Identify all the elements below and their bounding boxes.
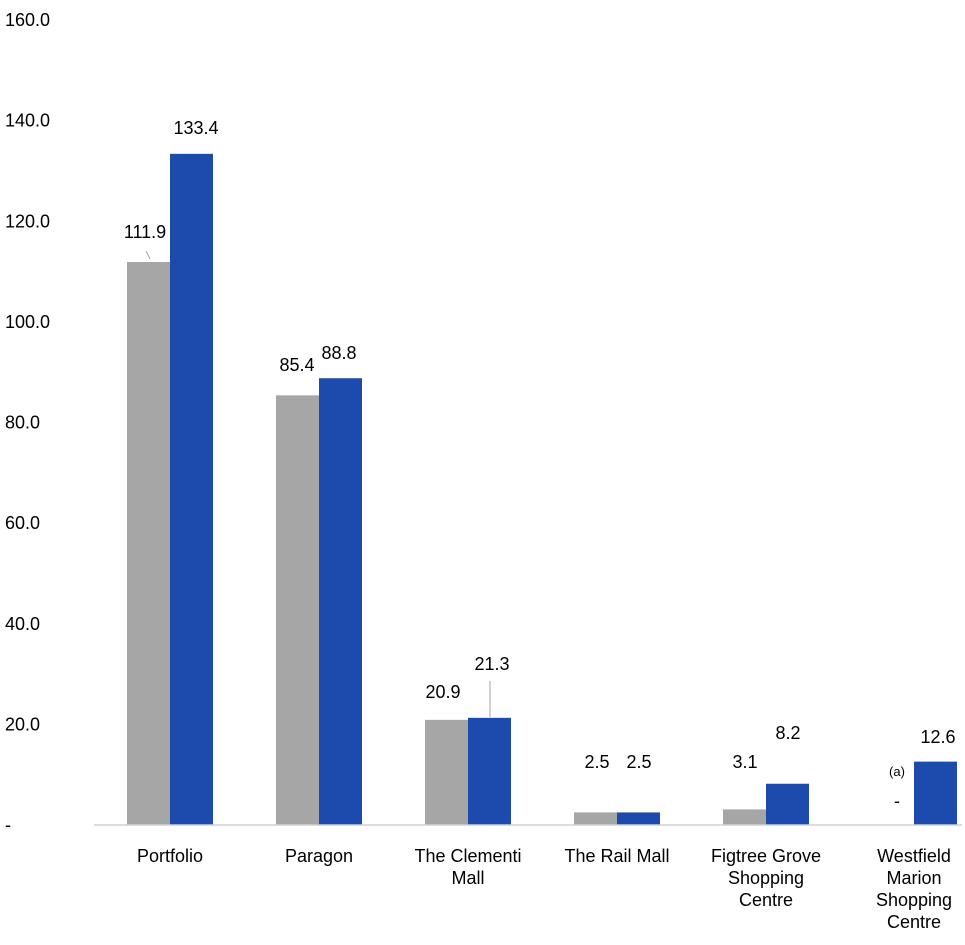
- data-label: 111.9: [124, 222, 166, 242]
- data-label: 2.5: [626, 752, 651, 772]
- leader-line: [145, 250, 151, 260]
- data-label: 21.3: [474, 654, 509, 674]
- data-label: 88.8: [321, 343, 356, 363]
- data-label: 2.5: [584, 752, 609, 772]
- y-tick-label: 160.0: [5, 10, 50, 30]
- bar: [468, 717, 511, 825]
- data-label: 12.6: [920, 727, 955, 747]
- y-tick-label: 40.0: [5, 614, 40, 634]
- bar: [574, 812, 617, 825]
- y-tick-label: 80.0: [5, 413, 40, 433]
- category-label: The Rail Mall: [564, 846, 669, 866]
- bar: [425, 719, 468, 825]
- bar: [766, 783, 809, 825]
- category-label: The Clementi Mall: [414, 846, 521, 888]
- y-tick-label: 140.0: [5, 111, 50, 131]
- data-label: 3.1: [732, 752, 757, 772]
- y-tick-label: 100.0: [5, 312, 50, 332]
- category-labels: Portfolio Paragon The Clementi Mall The Rail…: [137, 846, 952, 932]
- category-label: Paragon: [285, 846, 353, 866]
- data-label: -: [894, 791, 900, 811]
- bar: [127, 262, 170, 825]
- bar: [170, 153, 213, 826]
- data-label: 20.9: [425, 682, 460, 702]
- category-label: Portfolio: [137, 846, 203, 866]
- data-label: 8.2: [775, 723, 800, 743]
- category-label: Westfield Marion Shopping Centre: [876, 846, 952, 932]
- footnote-marker: (a): [889, 764, 905, 779]
- bar: [723, 809, 766, 825]
- y-axis: - 20.0 40.0 60.0 80.0 100.0 120.0 140.0 160.0: [5, 10, 50, 835]
- category-label: Figtree Grove Shopping Centre: [711, 846, 821, 910]
- data-label: 85.4: [279, 355, 314, 375]
- bar: [276, 395, 319, 825]
- y-tick-label: 120.0: [5, 211, 50, 231]
- y-tick-label: 20.0: [5, 714, 40, 734]
- y-tick-label: 60.0: [5, 513, 40, 533]
- data-label: 133.4: [173, 118, 218, 138]
- data-labels: 111.9 133.4 85.4 88.8 20.9 21.3 2.5 2.5 3.1 8.2 - 1…: [124, 118, 956, 811]
- y-tick-label: -: [5, 815, 11, 835]
- bars: [127, 153, 957, 826]
- bar: [617, 812, 660, 825]
- bar: [914, 761, 957, 825]
- bar: [319, 378, 362, 825]
